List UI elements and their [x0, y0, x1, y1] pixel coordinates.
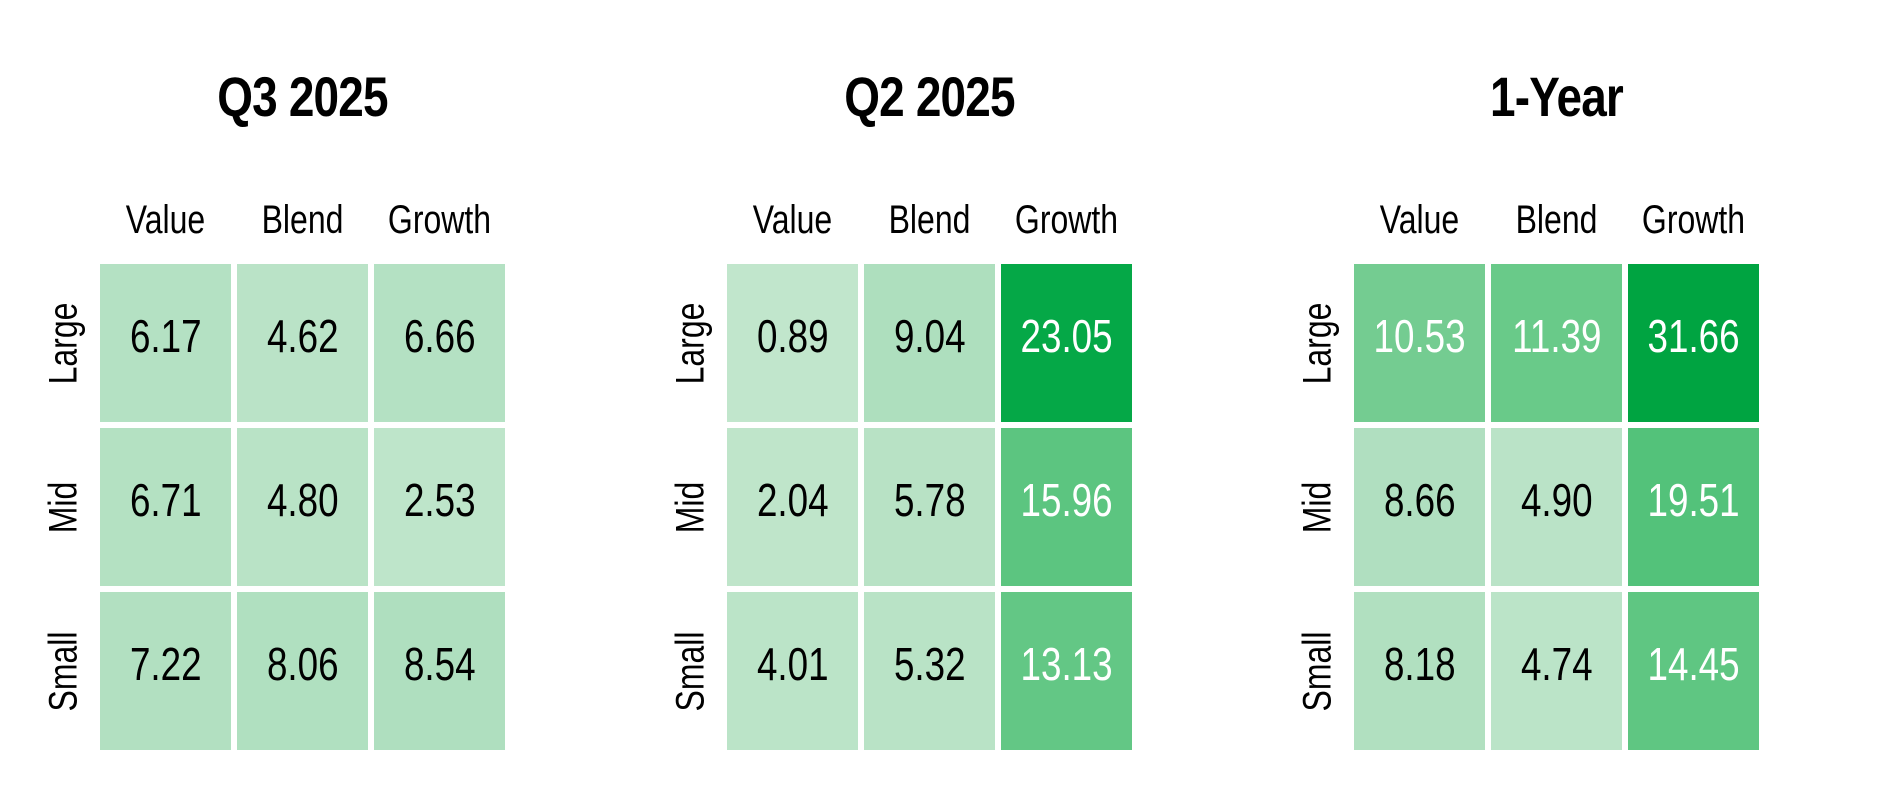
heatmap-cell-large-value: 6.17 — [100, 264, 231, 422]
cell-value: 8.66 — [1383, 474, 1456, 526]
column-header-growth: Growth — [1641, 198, 1746, 242]
cell-value: 2.53 — [403, 474, 476, 526]
style-box-chart-1-year: 1-Year Value Blend Growth Large Mid Smal… — [1296, 0, 1759, 809]
cell-value: 13.13 — [1020, 638, 1113, 690]
heatmap-cell-large-blend: 4.62 — [237, 264, 368, 422]
heatmap-cell-large-growth: 6.66 — [374, 264, 505, 422]
row-label-mid: Mid — [1295, 481, 1340, 533]
cell-value: 6.17 — [129, 310, 202, 362]
row-label-small: Small — [1295, 630, 1340, 712]
row-label-large: Large — [668, 302, 713, 384]
heatmap-cell-mid-value: 2.04 — [727, 428, 858, 586]
chart-title: 1-Year — [1490, 65, 1624, 128]
cell-value: 10.53 — [1373, 310, 1466, 362]
cell-value: 8.18 — [1383, 638, 1456, 690]
row-label-mid: Mid — [41, 481, 86, 533]
heatmap-cell-large-value: 0.89 — [727, 264, 858, 422]
cell-value: 9.04 — [893, 310, 966, 362]
heatmap-grid: 0.89 9.04 23.05 2.04 5.78 15.96 4.01 5.3… — [727, 264, 1132, 750]
column-header-blend: Blend — [1515, 198, 1598, 242]
heatmap-cell-large-blend: 11.39 — [1491, 264, 1622, 422]
column-header-growth: Growth — [1014, 198, 1119, 242]
cell-value: 19.51 — [1647, 474, 1740, 526]
row-label-small: Small — [668, 630, 713, 712]
column-header-value: Value — [1379, 198, 1460, 242]
cell-value: 7.22 — [129, 638, 202, 690]
column-headers: Value Blend Growth — [1354, 198, 1759, 242]
heatmap-cell-mid-blend: 4.90 — [1491, 428, 1622, 586]
heatmap-grid: 6.17 4.62 6.66 6.71 4.80 2.53 7.22 8.06 … — [100, 264, 505, 750]
cell-value: 4.01 — [756, 638, 829, 690]
heatmap-cell-mid-value: 8.66 — [1354, 428, 1485, 586]
row-label-small: Small — [41, 630, 86, 712]
heatmap-cell-large-growth: 31.66 — [1628, 264, 1759, 422]
cell-value: 11.39 — [1511, 310, 1602, 362]
heatmap-cell-small-growth: 8.54 — [374, 592, 505, 750]
cell-value: 2.04 — [756, 474, 829, 526]
cell-value: 14.45 — [1647, 638, 1740, 690]
column-header-value: Value — [752, 198, 833, 242]
column-headers: Value Blend Growth — [100, 198, 505, 242]
cell-value: 5.78 — [893, 474, 966, 526]
row-label-large: Large — [41, 302, 86, 384]
column-header-growth: Growth — [387, 198, 492, 242]
column-header-blend: Blend — [888, 198, 971, 242]
heatmap-cell-large-blend: 9.04 — [864, 264, 995, 422]
column-headers: Value Blend Growth — [727, 198, 1132, 242]
cell-value: 6.71 — [129, 474, 202, 526]
heatmap-cell-small-growth: 14.45 — [1628, 592, 1759, 750]
heatmap-cell-mid-growth: 15.96 — [1001, 428, 1132, 586]
cell-value: 23.05 — [1020, 310, 1113, 362]
heatmap-cell-small-value: 7.22 — [100, 592, 231, 750]
cell-value: 8.54 — [403, 638, 476, 690]
heatmap-cell-small-growth: 13.13 — [1001, 592, 1132, 750]
heatmap-cell-small-blend: 4.74 — [1491, 592, 1622, 750]
column-header-value: Value — [125, 198, 206, 242]
heatmap-cell-small-blend: 8.06 — [237, 592, 368, 750]
row-label-large: Large — [1295, 302, 1340, 384]
cell-value: 4.74 — [1520, 638, 1593, 690]
row-label-mid: Mid — [668, 481, 713, 533]
cell-value: 5.32 — [893, 638, 966, 690]
heatmap-grid: 10.53 11.39 31.66 8.66 4.90 19.51 8.18 4… — [1354, 264, 1759, 750]
heatmap-cell-large-growth: 23.05 — [1001, 264, 1132, 422]
style-box-chart-q2-2025: Q2 2025 Value Blend Growth Large Mid Sma… — [669, 0, 1132, 809]
chart-title: Q2 2025 — [844, 65, 1015, 128]
heatmap-cell-large-value: 10.53 — [1354, 264, 1485, 422]
heatmap-cell-mid-growth: 2.53 — [374, 428, 505, 586]
cell-value: 4.62 — [266, 310, 339, 362]
cell-value: 0.89 — [756, 310, 829, 362]
style-box-chart-q3-2025: Q3 2025 Value Blend Growth Large Mid Sma… — [42, 0, 505, 809]
heatmap-cell-mid-blend: 5.78 — [864, 428, 995, 586]
cell-value: 4.80 — [266, 474, 339, 526]
heatmap-cell-small-value: 4.01 — [727, 592, 858, 750]
chart-title: Q3 2025 — [217, 65, 388, 128]
cell-value: 15.96 — [1020, 474, 1113, 526]
column-header-blend: Blend — [261, 198, 344, 242]
heatmap-cell-small-value: 8.18 — [1354, 592, 1485, 750]
heatmap-cell-mid-growth: 19.51 — [1628, 428, 1759, 586]
cell-value: 8.06 — [266, 638, 339, 690]
cell-value: 31.66 — [1647, 310, 1740, 362]
heatmap-cell-small-blend: 5.32 — [864, 592, 995, 750]
cell-value: 6.66 — [403, 310, 476, 362]
heatmap-cell-mid-value: 6.71 — [100, 428, 231, 586]
cell-value: 4.90 — [1520, 474, 1593, 526]
heatmap-cell-mid-blend: 4.80 — [237, 428, 368, 586]
